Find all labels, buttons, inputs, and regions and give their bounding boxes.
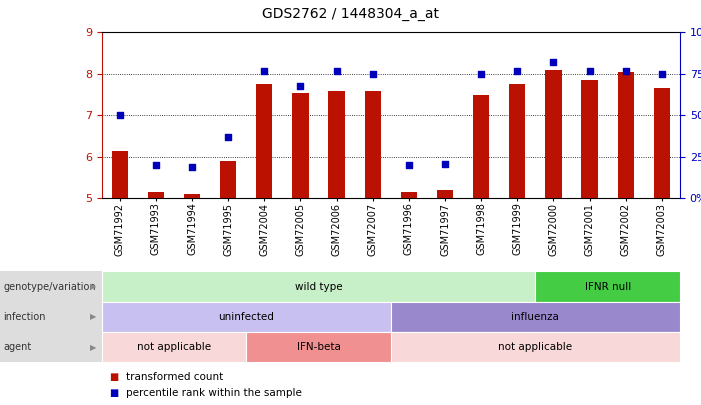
Point <box>475 71 486 77</box>
Point <box>403 162 414 168</box>
Text: not applicable: not applicable <box>137 342 211 352</box>
Bar <box>220 161 236 198</box>
Point <box>656 71 667 77</box>
Bar <box>437 190 453 198</box>
Text: ▶: ▶ <box>90 282 97 291</box>
Bar <box>256 84 273 198</box>
Point <box>584 67 595 74</box>
Bar <box>401 192 417 198</box>
Point <box>440 160 451 167</box>
Bar <box>473 95 489 198</box>
Point <box>548 59 559 66</box>
Text: percentile rank within the sample: percentile rank within the sample <box>126 388 302 398</box>
Point <box>222 134 233 140</box>
Bar <box>654 88 670 198</box>
Text: IFNR null: IFNR null <box>585 281 631 292</box>
Point <box>331 67 342 74</box>
Bar <box>365 91 381 198</box>
Bar <box>618 72 634 198</box>
Point <box>620 67 632 74</box>
Text: transformed count: transformed count <box>126 372 224 382</box>
Text: infection: infection <box>4 312 46 322</box>
Text: ▶: ▶ <box>90 343 97 352</box>
Bar <box>509 84 526 198</box>
Point <box>512 67 523 74</box>
Point <box>367 71 379 77</box>
Bar <box>581 80 598 198</box>
Text: IFN-beta: IFN-beta <box>297 342 341 352</box>
Bar <box>545 70 562 198</box>
Text: not applicable: not applicable <box>498 342 573 352</box>
Bar <box>292 93 308 198</box>
Text: ■: ■ <box>109 372 118 382</box>
Point <box>114 112 125 119</box>
Point <box>295 82 306 89</box>
Text: influenza: influenza <box>512 312 559 322</box>
Bar <box>148 192 164 198</box>
Text: GDS2762 / 1448304_a_at: GDS2762 / 1448304_a_at <box>262 7 439 21</box>
Bar <box>184 194 200 198</box>
Text: ▶: ▶ <box>90 312 97 322</box>
Point <box>259 67 270 74</box>
Bar <box>111 151 128 198</box>
Text: ■: ■ <box>109 388 118 398</box>
Text: genotype/variation: genotype/variation <box>4 281 96 292</box>
Text: wild type: wild type <box>294 281 342 292</box>
Text: agent: agent <box>4 342 32 352</box>
Bar <box>329 91 345 198</box>
Text: uninfected: uninfected <box>218 312 274 322</box>
Point <box>186 164 198 170</box>
Point <box>150 162 161 168</box>
